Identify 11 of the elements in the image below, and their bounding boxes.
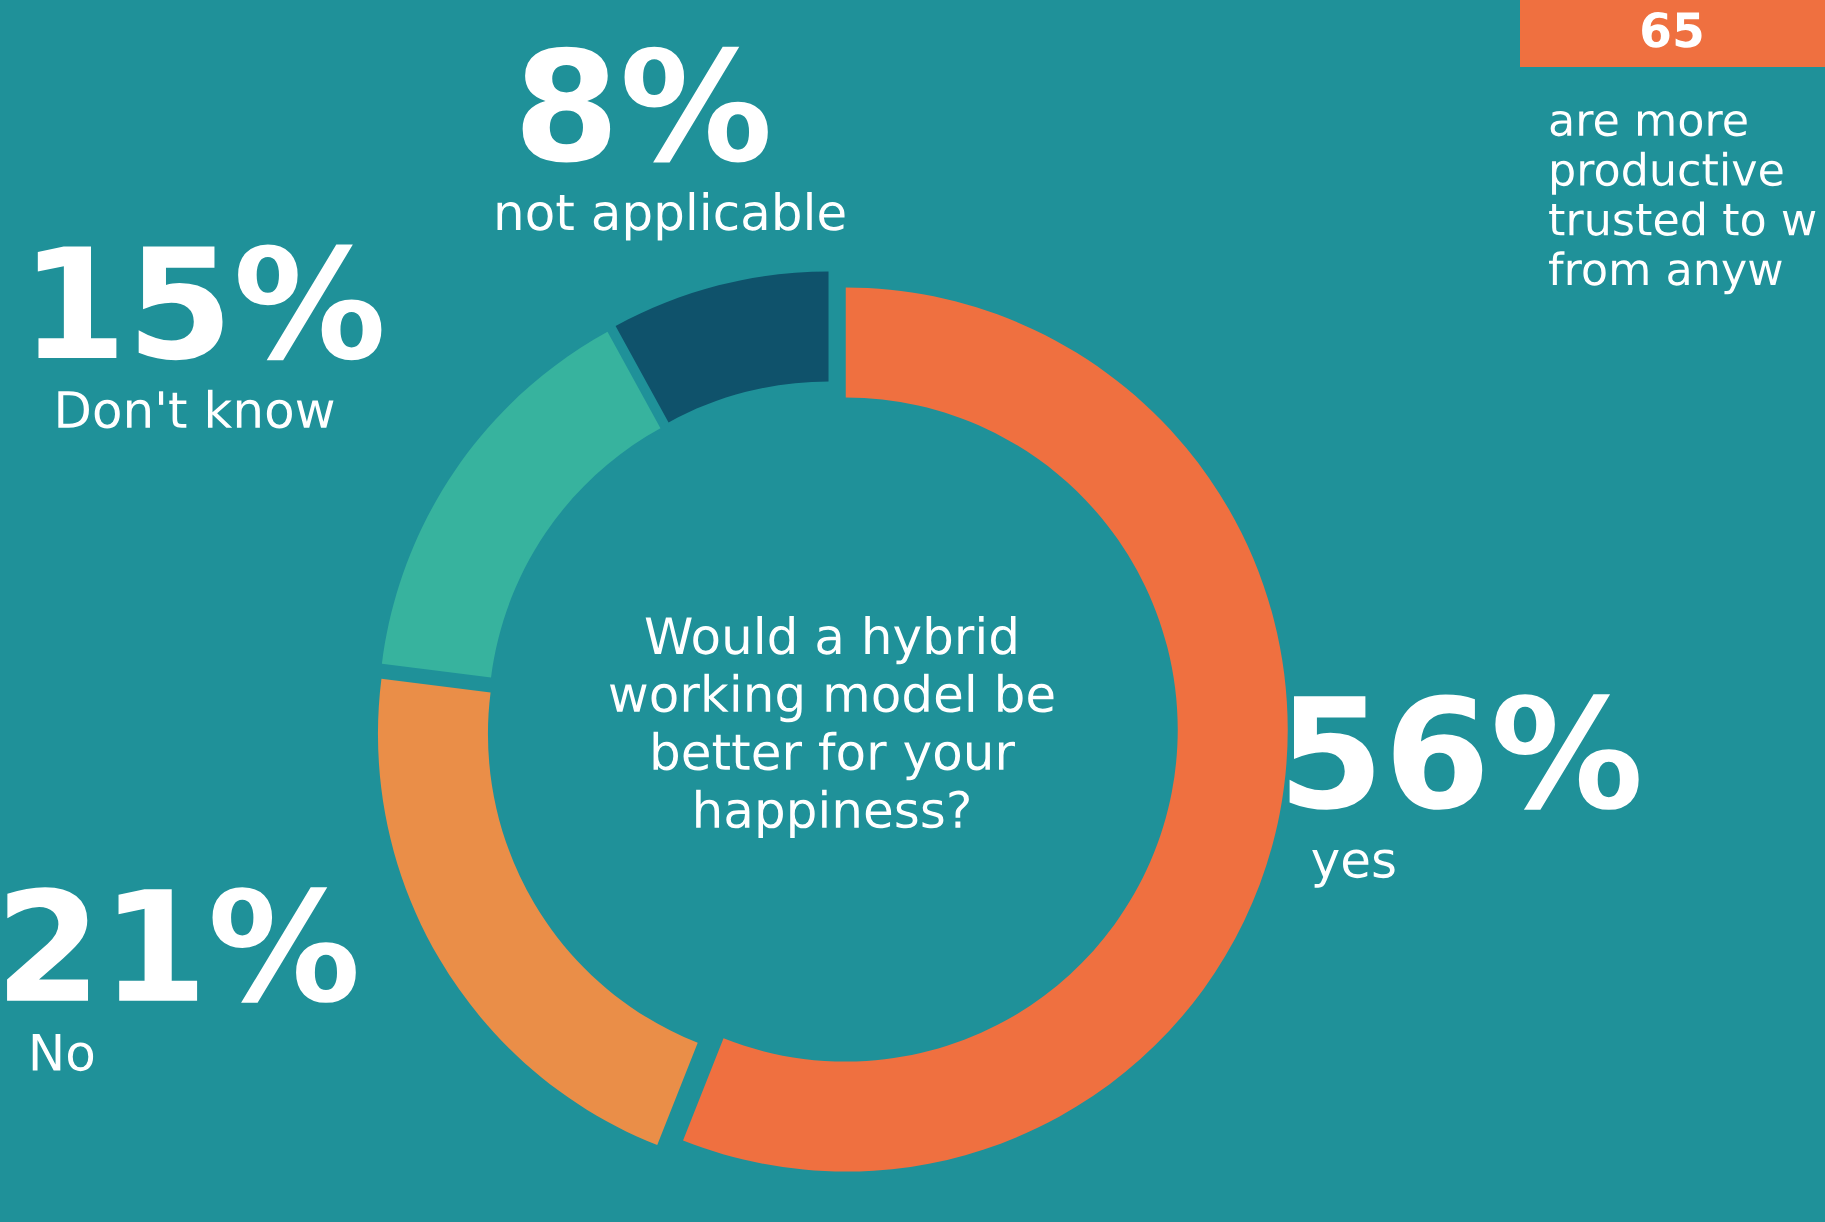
- slice-label: Don't know: [58, 389, 334, 429]
- data-label: 15%: [37, 244, 382, 361]
- slice-label: not applicable: [497, 192, 845, 241]
- text: are more productive trusted to w from anyw: [1549, 110, 1816, 295]
- data-label: 8%: [522, 46, 768, 163]
- data-label: 21%: [7, 887, 356, 1003]
- text: Would a hybrid working model be better for your happiness?: [609, 615, 1054, 839]
- slice-label: yes: [1312, 849, 1395, 888]
- slice-label: No: [32, 1033, 94, 1072]
- text: 65: [1642, 12, 1702, 48]
- data-label: 56%: [1289, 694, 1639, 810]
